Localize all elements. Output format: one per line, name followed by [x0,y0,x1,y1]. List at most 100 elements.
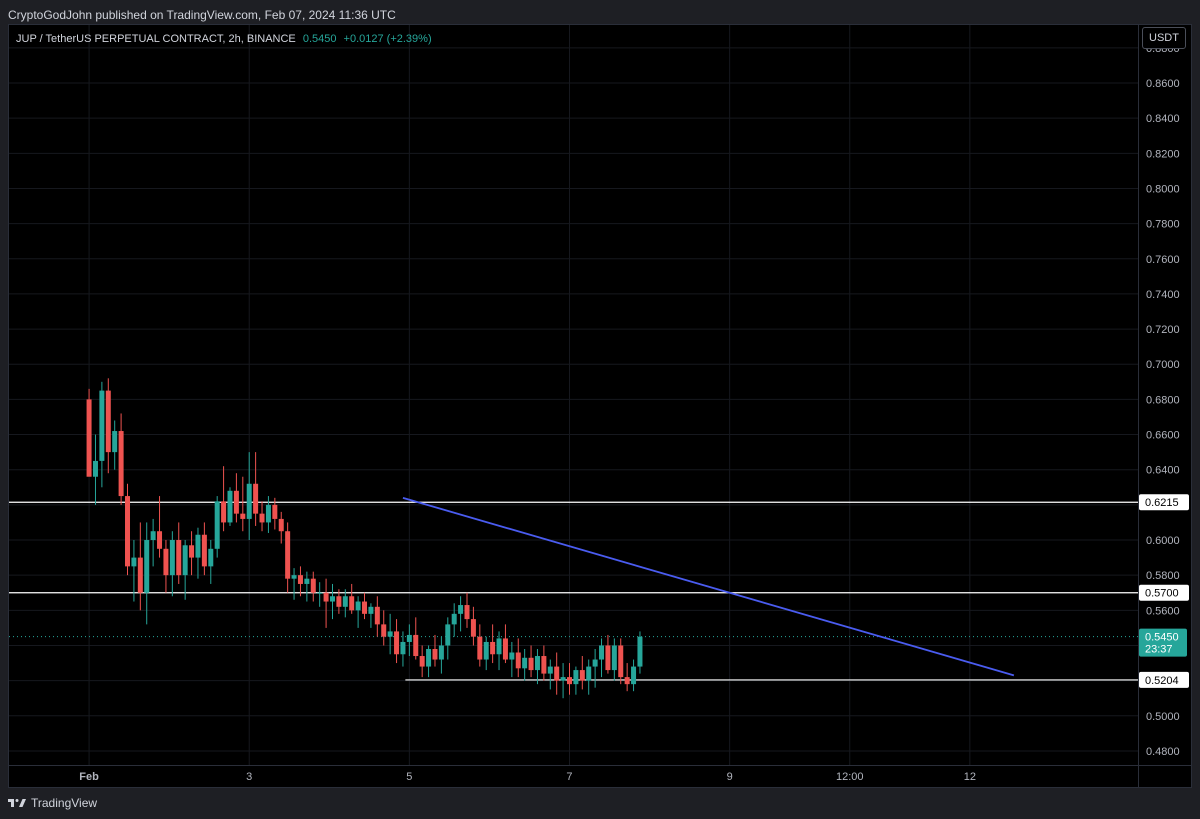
candle-up [208,548,214,567]
symbol-legend: JUP / TetherUS PERPETUAL CONTRACT, 2h, B… [16,33,432,45]
candle-down [618,645,624,678]
candle-down [240,513,246,519]
candle-down [502,638,508,660]
candle-down [349,596,355,611]
candle-up [150,531,156,541]
price-axis-divider [1138,24,1139,788]
candle-down [118,431,124,497]
footer-branding[interactable]: TradingView [8,794,97,812]
candle-down [253,483,259,514]
candle-up [214,501,220,549]
candle-down [221,501,227,523]
candle-up [400,641,406,655]
candle-down [259,513,265,523]
candle-down [579,670,585,681]
candle-down [336,596,342,607]
candle-down [374,606,380,625]
level-price-tag [1139,671,1189,688]
time-tick-label: 5 [406,771,412,783]
price-change: +0.0127 (+2.39%) [343,33,432,45]
candle-down [432,648,438,660]
time-tick-label: 12:00 [836,771,864,783]
candle-up [445,624,451,646]
candle-up [509,652,515,660]
bar-countdown-label: 23:37 [1145,644,1173,656]
candle-down [297,575,303,584]
candle-up [534,656,540,671]
candle-down [310,578,316,593]
level-price-tag [1139,494,1189,511]
price-tick-label: 0.7000 [1146,359,1180,371]
candle-down [394,631,400,655]
candle-down [605,645,611,671]
level-price-label: 0.5204 [1145,675,1179,687]
candle-up [291,575,297,579]
candle-up [195,534,201,558]
descending-trendline [402,496,1015,677]
price-tick-label: 0.5600 [1146,605,1180,617]
candle-down [554,666,560,681]
candle-up [387,631,393,637]
candle-up [637,636,643,667]
time-axis-divider [8,765,1192,766]
candle-up [265,504,271,523]
price-tick-label: 0.4800 [1146,746,1180,758]
candle-down [464,605,470,620]
candle-up [631,666,637,685]
candle-down [490,641,496,655]
time-tick-label: 7 [566,771,572,783]
candle-up [182,545,188,576]
candle-up [99,390,105,461]
price-tick-label: 0.7800 [1146,219,1180,231]
candle-down [515,652,521,669]
candle-up [355,601,361,611]
last-price: 0.5450 [302,33,337,45]
time-tick-label: Feb [79,771,99,783]
candle-down [323,592,329,602]
chart-pane[interactable] [8,24,1192,788]
candle-up [112,431,118,453]
candle-up [406,634,412,642]
price-tick-label: 0.8000 [1146,183,1180,195]
candle-down [413,634,419,657]
time-tick-label: 3 [246,771,252,783]
candle-up [573,670,579,685]
level-price-label: 0.6215 [1145,497,1179,509]
candle-up [131,557,137,567]
candle-down [528,657,534,671]
price-tick-label: 0.6800 [1146,394,1180,406]
candle-down [163,548,169,576]
candle-down [176,540,182,576]
candle-up [304,578,310,584]
candle-up [496,638,502,655]
candle-down [362,601,368,614]
price-tick-label: 0.7200 [1146,324,1180,336]
candle-down [157,531,163,549]
candle-up [246,483,252,519]
candle-up [611,645,617,671]
candle-up [451,613,457,625]
time-tick-label: 9 [727,771,733,783]
current-price-label: 0.5450 [1145,632,1179,644]
publish-info: CryptoGodJohn published on TradingView.c… [8,8,396,22]
candle-up [368,606,374,614]
candle-up [547,666,553,674]
price-tick-label: 0.8400 [1146,113,1180,125]
candle-down [137,557,143,593]
candle-down [541,656,547,674]
candle-down [125,496,131,567]
current-price-tag [1139,628,1187,657]
currency-button[interactable]: USDT [1142,27,1186,49]
candle-down [272,504,278,519]
candle-up [560,677,566,681]
candle-up [458,605,464,614]
candle-down [381,624,387,637]
price-tick-label: 0.6000 [1146,535,1180,547]
candle-down [189,545,195,558]
candle-up [227,490,233,523]
price-tick-label: 0.6600 [1146,430,1180,442]
candle-down [278,518,284,532]
candle-down [233,490,239,514]
time-tick-label: 12 [964,771,976,783]
